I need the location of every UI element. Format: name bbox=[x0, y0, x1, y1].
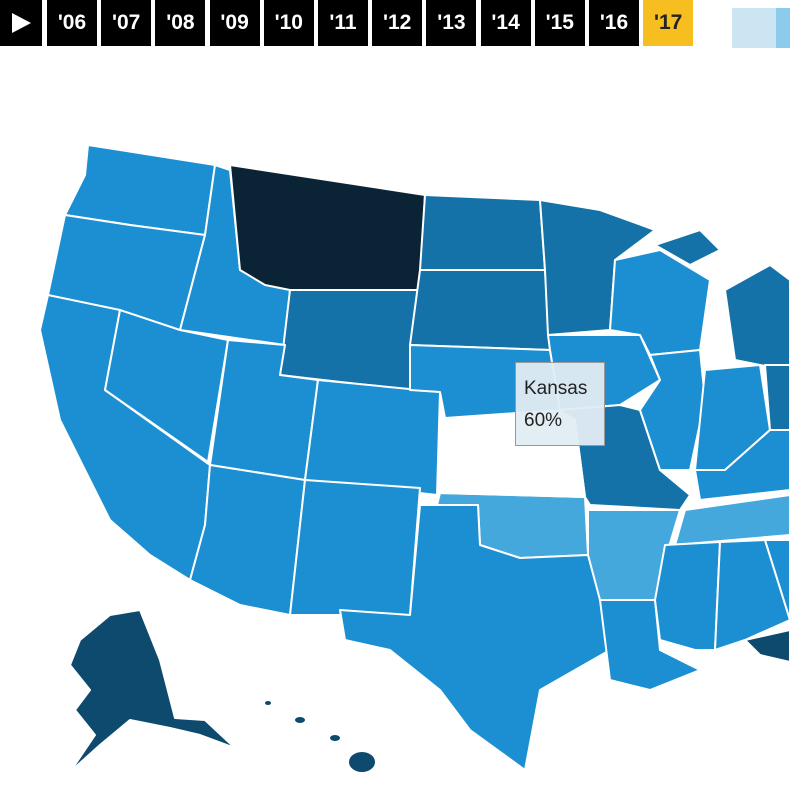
island bbox=[328, 733, 342, 743]
state[interactable] bbox=[69, 609, 236, 773]
state[interactable] bbox=[764, 539, 790, 621]
year-button[interactable]: '08 bbox=[155, 0, 206, 46]
year-button[interactable]: '06 bbox=[47, 0, 97, 46]
state[interactable] bbox=[694, 429, 790, 501]
tooltip-state: Kansas bbox=[524, 378, 588, 399]
play-icon bbox=[12, 13, 31, 33]
state[interactable] bbox=[409, 269, 551, 351]
state[interactable] bbox=[289, 479, 421, 616]
legend-swatch-dark bbox=[776, 8, 790, 48]
state[interactable] bbox=[347, 750, 377, 774]
play-button[interactable] bbox=[0, 0, 42, 46]
legend-swatch bbox=[732, 8, 790, 48]
year-button[interactable]: '13 bbox=[426, 0, 477, 46]
state[interactable] bbox=[654, 541, 721, 651]
state[interactable] bbox=[279, 289, 421, 391]
year-button[interactable]: '16 bbox=[589, 0, 639, 46]
state[interactable] bbox=[639, 349, 706, 471]
island bbox=[293, 715, 307, 725]
year-button[interactable]: '10 bbox=[263, 0, 314, 46]
year-button[interactable]: '17 bbox=[643, 0, 694, 46]
year-button[interactable]: '11 bbox=[318, 0, 368, 46]
tooltip-value: 60% bbox=[524, 410, 563, 431]
state[interactable] bbox=[764, 364, 790, 431]
state[interactable] bbox=[674, 494, 790, 546]
year-button[interactable]: '14 bbox=[480, 0, 531, 46]
tooltip: Kansas 60% bbox=[515, 362, 605, 446]
state[interactable] bbox=[189, 464, 306, 616]
year-button[interactable]: '12 bbox=[372, 0, 423, 46]
state[interactable] bbox=[724, 264, 790, 371]
timeline: '06'07'08'09'10'11'12'13'14'15'16'17 bbox=[0, 0, 790, 48]
state[interactable] bbox=[419, 194, 546, 271]
state[interactable] bbox=[744, 629, 790, 663]
state[interactable] bbox=[229, 164, 426, 291]
state[interactable] bbox=[714, 539, 790, 651]
state[interactable] bbox=[104, 309, 229, 463]
state[interactable] bbox=[304, 379, 441, 496]
state[interactable] bbox=[654, 229, 721, 266]
states bbox=[39, 144, 790, 774]
year-button[interactable]: '09 bbox=[209, 0, 260, 46]
year-button[interactable]: '07 bbox=[101, 0, 152, 46]
year-button[interactable]: '15 bbox=[534, 0, 585, 46]
island bbox=[263, 699, 273, 707]
state[interactable] bbox=[339, 504, 611, 771]
